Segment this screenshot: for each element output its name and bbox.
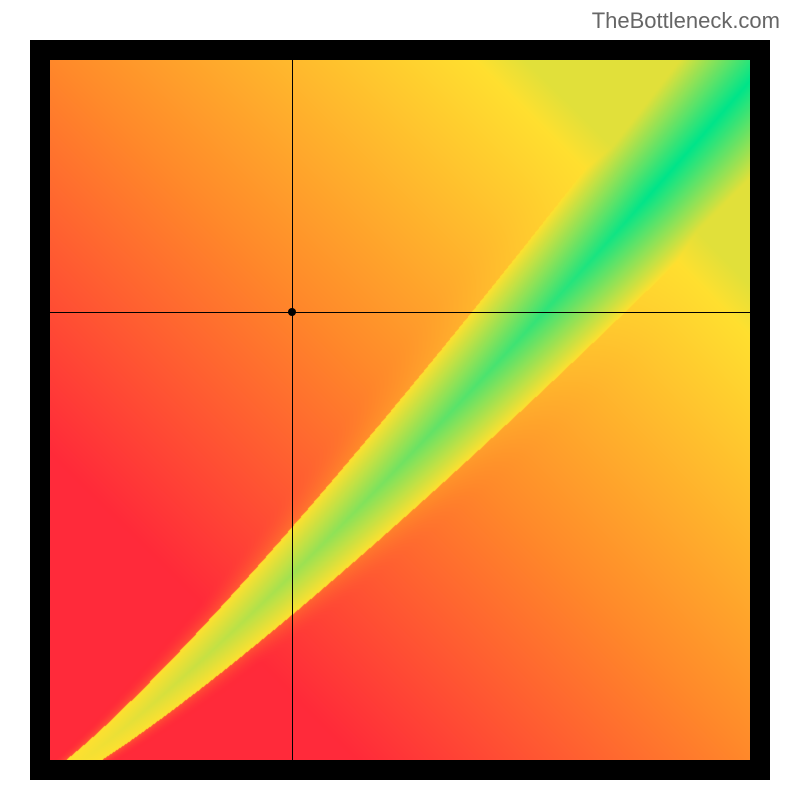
watermark-text: TheBottleneck.com xyxy=(592,8,780,34)
crosshair-vertical xyxy=(292,60,293,760)
chart-frame xyxy=(30,40,770,780)
crosshair-dot xyxy=(288,308,296,316)
crosshair-horizontal xyxy=(50,312,750,313)
root-container: TheBottleneck.com xyxy=(0,0,800,800)
heatmap-canvas xyxy=(50,60,750,760)
plot-area xyxy=(50,60,750,760)
